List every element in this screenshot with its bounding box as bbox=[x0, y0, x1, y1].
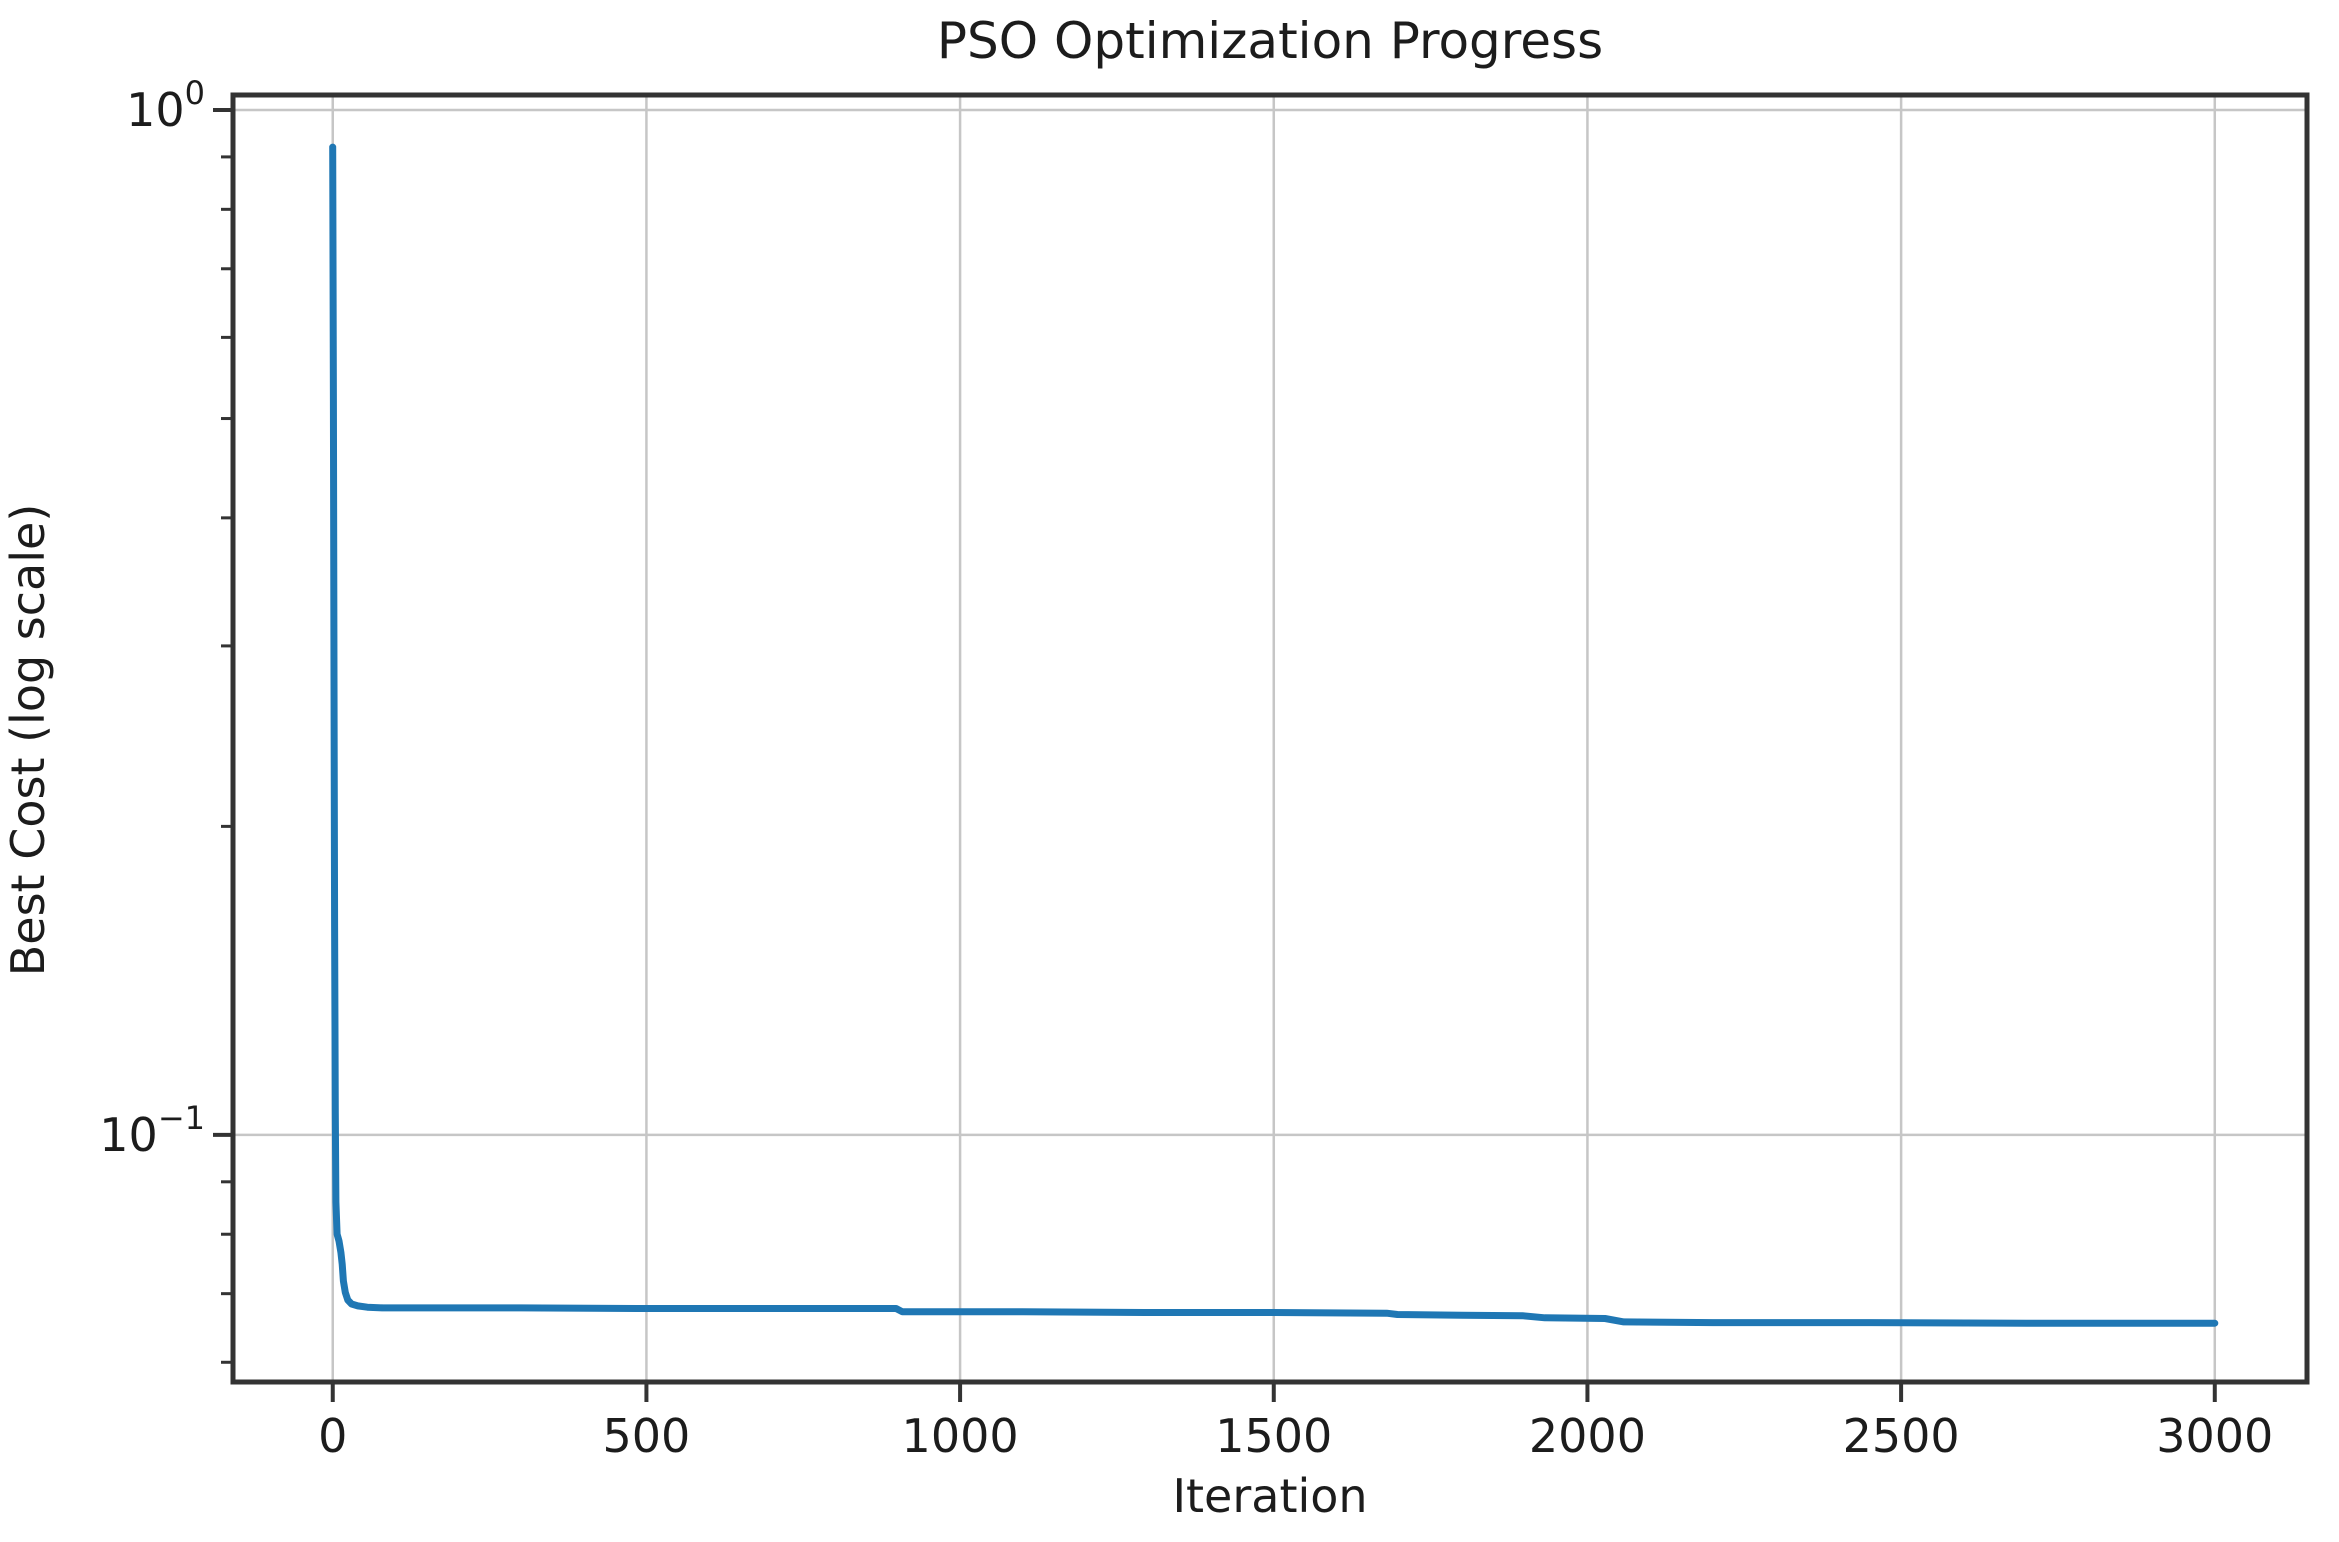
x-tick-label: 2500 bbox=[1843, 1409, 1960, 1463]
y-tick-label: 10−1 bbox=[99, 1099, 205, 1162]
x-tick-label: 0 bbox=[318, 1409, 347, 1463]
axes-spines-ticks bbox=[213, 92, 2310, 1402]
best-cost-line bbox=[329, 143, 2219, 1327]
y-tick-label: 100 bbox=[126, 74, 205, 137]
cost-line-series bbox=[329, 143, 2219, 1327]
x-tick-label: 1000 bbox=[902, 1409, 1019, 1463]
x-axis-label: Iteration bbox=[1172, 1469, 1367, 1523]
tick-labels: 0 500 1000 1500 2000 2500 3000 100 10−1 bbox=[99, 74, 2273, 1463]
x-tick-label: 1500 bbox=[1215, 1409, 1332, 1463]
x-tick-label: 2000 bbox=[1529, 1409, 1646, 1463]
x-tick-label: 3000 bbox=[2156, 1409, 2273, 1463]
chart-title: PSO Optimization Progress bbox=[937, 12, 1603, 70]
gridlines bbox=[233, 95, 2307, 1382]
plot-border bbox=[230, 92, 2310, 1385]
x-tick-label: 500 bbox=[603, 1409, 691, 1463]
y-axis-label: Best Cost (log scale) bbox=[1, 504, 55, 977]
